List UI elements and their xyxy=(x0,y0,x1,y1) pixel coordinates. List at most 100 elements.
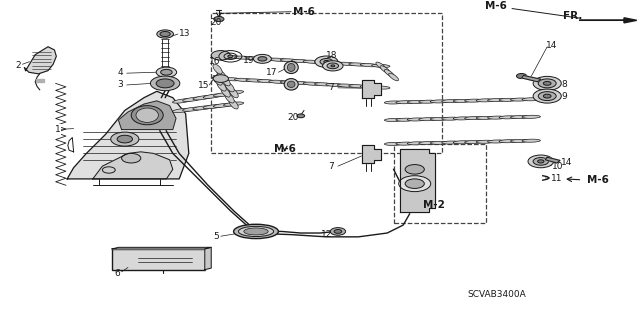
Text: 15: 15 xyxy=(198,81,209,90)
Ellipse shape xyxy=(213,103,234,108)
Ellipse shape xyxy=(419,100,437,103)
Ellipse shape xyxy=(476,99,495,102)
Ellipse shape xyxy=(280,59,298,62)
Text: SCVAB3400A: SCVAB3400A xyxy=(467,290,526,299)
Ellipse shape xyxy=(385,142,403,145)
Ellipse shape xyxy=(234,78,253,81)
Ellipse shape xyxy=(522,115,540,118)
Polygon shape xyxy=(24,47,56,74)
Circle shape xyxy=(122,153,141,163)
Circle shape xyxy=(117,135,132,143)
Ellipse shape xyxy=(234,224,278,239)
Ellipse shape xyxy=(388,73,399,81)
Ellipse shape xyxy=(396,142,414,145)
Text: 1: 1 xyxy=(55,125,60,134)
Ellipse shape xyxy=(269,58,287,61)
Ellipse shape xyxy=(476,140,495,143)
Circle shape xyxy=(320,58,333,65)
Ellipse shape xyxy=(499,98,518,101)
Circle shape xyxy=(538,92,556,100)
Text: M-2: M-2 xyxy=(423,200,445,210)
Bar xyxy=(112,249,205,270)
Text: 6: 6 xyxy=(115,269,120,278)
Text: 20: 20 xyxy=(211,18,222,27)
Circle shape xyxy=(324,60,329,63)
Ellipse shape xyxy=(360,63,378,67)
Circle shape xyxy=(330,228,346,235)
Circle shape xyxy=(213,75,228,82)
Polygon shape xyxy=(67,91,189,179)
Circle shape xyxy=(297,114,305,118)
Polygon shape xyxy=(36,78,44,82)
Ellipse shape xyxy=(172,108,193,113)
Ellipse shape xyxy=(239,226,274,236)
Circle shape xyxy=(533,89,561,103)
Text: 12: 12 xyxy=(321,230,332,239)
Circle shape xyxy=(538,160,544,163)
Text: 9: 9 xyxy=(562,92,567,101)
Polygon shape xyxy=(545,157,560,163)
Text: 16: 16 xyxy=(209,56,220,66)
Text: 3: 3 xyxy=(118,80,123,89)
Ellipse shape xyxy=(419,118,437,121)
Ellipse shape xyxy=(284,61,298,73)
Text: 11: 11 xyxy=(551,174,563,183)
Polygon shape xyxy=(522,75,541,82)
Ellipse shape xyxy=(349,63,367,66)
Ellipse shape xyxy=(385,101,403,104)
Ellipse shape xyxy=(326,62,344,65)
Circle shape xyxy=(211,51,230,60)
Text: M-6: M-6 xyxy=(485,1,507,11)
Ellipse shape xyxy=(314,83,333,86)
Ellipse shape xyxy=(217,81,226,91)
Circle shape xyxy=(399,176,431,192)
Ellipse shape xyxy=(465,116,483,120)
Ellipse shape xyxy=(223,78,241,81)
Ellipse shape xyxy=(303,82,321,85)
Ellipse shape xyxy=(488,99,506,102)
Polygon shape xyxy=(118,101,176,130)
Ellipse shape xyxy=(499,140,518,143)
Circle shape xyxy=(405,179,424,189)
Ellipse shape xyxy=(246,79,264,82)
Text: 19: 19 xyxy=(243,56,254,65)
Circle shape xyxy=(315,56,338,67)
Ellipse shape xyxy=(303,60,321,63)
Ellipse shape xyxy=(407,142,426,145)
Ellipse shape xyxy=(499,116,518,119)
Polygon shape xyxy=(400,149,435,212)
Ellipse shape xyxy=(407,100,426,103)
Text: 20: 20 xyxy=(287,113,299,122)
Circle shape xyxy=(538,79,556,88)
Ellipse shape xyxy=(430,100,449,103)
Circle shape xyxy=(214,17,224,22)
Ellipse shape xyxy=(476,116,495,119)
Circle shape xyxy=(323,61,343,71)
Ellipse shape xyxy=(453,117,472,120)
Ellipse shape xyxy=(213,92,234,97)
Circle shape xyxy=(258,56,267,61)
Ellipse shape xyxy=(511,139,529,143)
Ellipse shape xyxy=(326,83,344,86)
Ellipse shape xyxy=(337,84,356,87)
Text: 2: 2 xyxy=(15,61,20,70)
Ellipse shape xyxy=(511,115,529,119)
Ellipse shape xyxy=(182,107,203,111)
Circle shape xyxy=(543,94,551,98)
Circle shape xyxy=(528,155,554,168)
Bar xyxy=(211,13,442,153)
Ellipse shape xyxy=(442,141,460,144)
Ellipse shape xyxy=(182,97,203,101)
Ellipse shape xyxy=(360,85,378,88)
Circle shape xyxy=(156,79,174,88)
Ellipse shape xyxy=(234,56,253,59)
Ellipse shape xyxy=(136,108,159,122)
Circle shape xyxy=(331,65,335,67)
Ellipse shape xyxy=(287,63,295,71)
Text: 17: 17 xyxy=(266,68,278,78)
Ellipse shape xyxy=(284,78,298,90)
Ellipse shape xyxy=(465,99,483,102)
Ellipse shape xyxy=(380,66,390,73)
Ellipse shape xyxy=(269,80,287,83)
Ellipse shape xyxy=(385,118,403,122)
